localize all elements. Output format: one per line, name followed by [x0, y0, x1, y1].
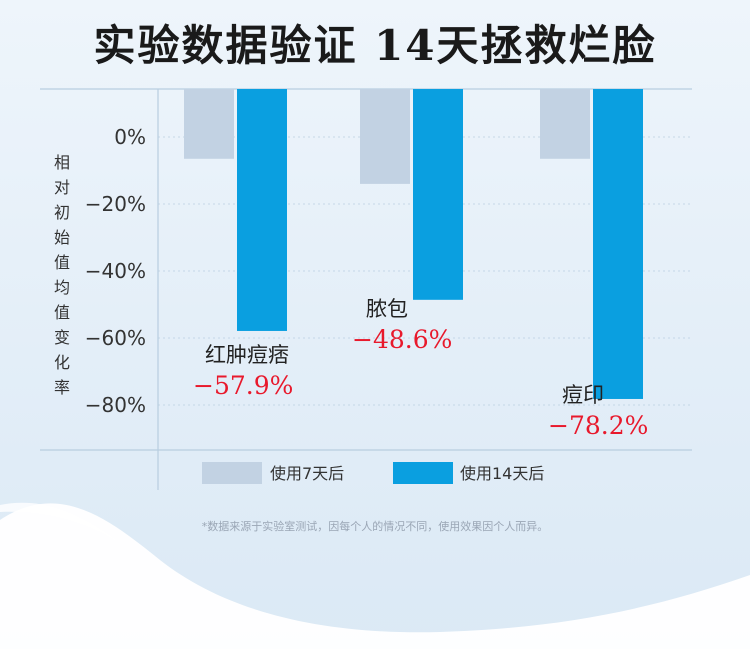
- value-label: −78.2%: [548, 411, 648, 440]
- bar-14day-1: [237, 89, 287, 331]
- bar-7day-3: [540, 89, 590, 159]
- y-tick-label: −80%: [85, 393, 146, 417]
- page-title: 实验数据验证 14天拯救烂脸: [93, 21, 657, 70]
- y-tick-label: −20%: [85, 192, 146, 216]
- bar-7day-2: [360, 89, 410, 184]
- bar-7day-1: [184, 89, 234, 159]
- legend-label: 使用7天后: [270, 464, 344, 483]
- y-tick-label: −60%: [85, 326, 146, 350]
- bar-14day-2: [413, 89, 463, 300]
- y-tick-label: 0%: [114, 125, 146, 149]
- footnote: *数据来源于实验室测试，因每个人的情况不同，使用效果因个人而异。: [201, 520, 549, 533]
- category-label: 脓包: [366, 297, 408, 321]
- y-axis-label: 相对初始值均值变化率: [53, 153, 70, 397]
- bar-14day-3: [593, 89, 643, 399]
- legend-swatch: [393, 462, 453, 484]
- y-tick-label: −40%: [85, 259, 146, 283]
- category-label: 红肿痘痞: [205, 343, 289, 367]
- legend-swatch: [202, 462, 262, 484]
- category-label: 痘印: [562, 383, 604, 407]
- legend-label: 使用14天后: [460, 464, 544, 483]
- value-label: −48.6%: [352, 325, 452, 354]
- value-label: −57.9%: [193, 371, 293, 400]
